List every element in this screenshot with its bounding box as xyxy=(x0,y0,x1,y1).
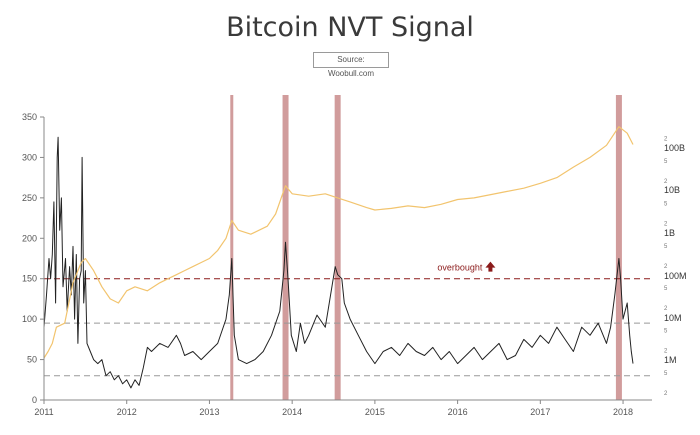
y-tick-label: 100 xyxy=(22,314,37,324)
right-axis-label: 10B xyxy=(664,185,680,195)
highlight-band xyxy=(615,95,622,400)
right-axis-minor-label: 2 xyxy=(664,179,668,185)
right-axis-minor-label: 2 xyxy=(664,306,668,312)
highlight-band xyxy=(334,95,341,400)
overbought-label: overbought xyxy=(437,263,483,273)
right-axis-minor-label: 5 xyxy=(664,201,668,207)
right-axis-label: 100M xyxy=(664,271,687,281)
y-tick-label: 200 xyxy=(22,233,37,243)
right-axis-minor-label: 2 xyxy=(664,221,668,227)
x-tick-label: 2017 xyxy=(530,407,550,417)
right-axis-minor-label: 5 xyxy=(664,329,668,335)
y-tick-label: 0 xyxy=(32,395,37,405)
right-axis-minor-label: 2 xyxy=(664,391,668,397)
x-tick-label: 2014 xyxy=(282,407,302,417)
x-tick-label: 2012 xyxy=(117,407,137,417)
x-tick-label: 2018 xyxy=(613,407,633,417)
nvt-signal-line xyxy=(43,136,634,389)
right-axis-minor-label: 2 xyxy=(664,349,668,355)
annotations: overbought xyxy=(437,261,496,273)
y-tick-label: 50 xyxy=(27,355,37,365)
network-value-line xyxy=(43,126,634,359)
right-axis-label: 10M xyxy=(664,313,682,323)
up-arrow-icon xyxy=(485,261,496,272)
x-tick-label: 2013 xyxy=(199,407,219,417)
axes: 0 50 100 150 200 250 300 350 2011 2012 2013 2014 201… xyxy=(22,112,687,417)
right-axis-minor-label: 2 xyxy=(664,137,668,143)
right-axis-label: 100B xyxy=(664,143,685,153)
series-group xyxy=(43,126,634,389)
reference-lines xyxy=(44,278,652,377)
page-title: Bitcoin NVT Signal xyxy=(226,12,474,43)
right-axis-minor-label: 5 xyxy=(664,286,668,292)
right-axis-minor-label: 5 xyxy=(664,244,668,250)
y-tick-label: 350 xyxy=(22,112,37,122)
right-axis-minor-label: 2 xyxy=(664,264,668,270)
right-axis-label: 1B xyxy=(664,228,675,238)
right-axis-label: 1M xyxy=(664,355,677,365)
x-tick-label: 2015 xyxy=(365,407,385,417)
right-axis-minor-label: 5 xyxy=(664,159,668,165)
x-tick-label: 2011 xyxy=(34,407,53,417)
x-tick-label: 2016 xyxy=(448,407,468,417)
right-axis-minor-label: 5 xyxy=(664,371,668,377)
source-label: Source: Woobull.com xyxy=(313,52,389,78)
y-tick-label: 250 xyxy=(22,193,37,203)
y-tick-label: 150 xyxy=(22,274,37,284)
y-tick-label: 300 xyxy=(22,152,37,162)
highlight-band xyxy=(230,95,234,400)
